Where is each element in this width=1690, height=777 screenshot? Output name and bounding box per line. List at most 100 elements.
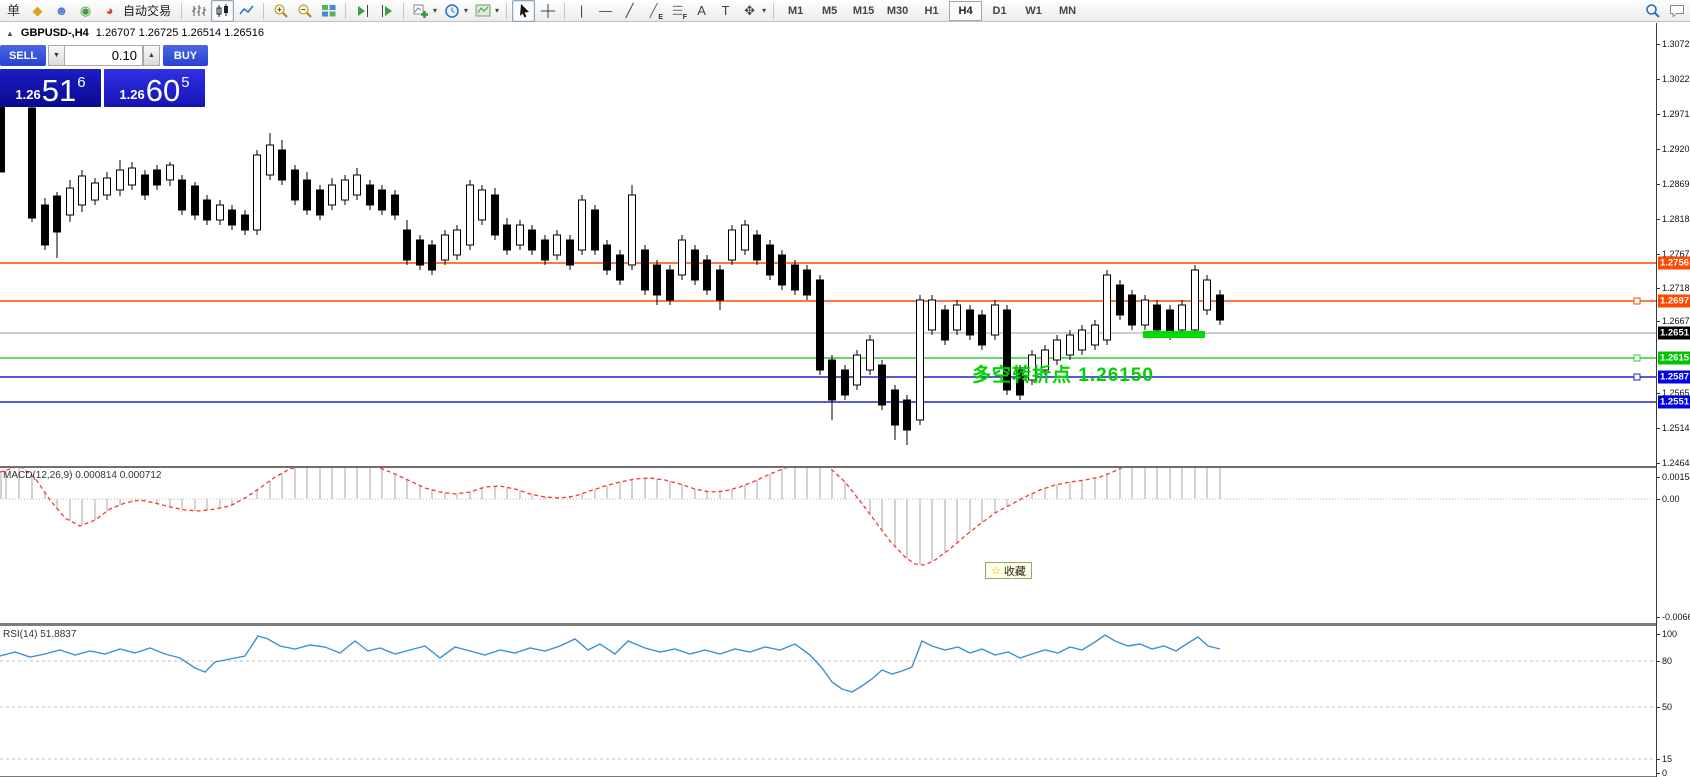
chart-symbol-period: GBPUSD-,H4 — [20, 27, 89, 39]
timeframe-button-m30[interactable]: M30 — [886, 4, 909, 17]
price-line-label: 1.2651 — [1658, 326, 1690, 340]
vertical-line-icon: | — [579, 3, 584, 18]
macd-axis-tick: -0.0066 — [1657, 612, 1690, 622]
equidistant-channel-icon[interactable]: ╱ E — [642, 0, 665, 22]
gold-icon[interactable]: ◆ — [26, 0, 49, 22]
dropdown-arrow-icon[interactable]: ▾ — [464, 6, 469, 15]
community-icon[interactable]: ☻ — [50, 0, 73, 22]
toolbar-separator — [506, 2, 508, 19]
arrows-icon: ✥ — [744, 3, 756, 18]
equidistant-channel-icon: ╱ — [649, 3, 658, 18]
horizontal-line-icon[interactable]: — — [594, 0, 617, 22]
timeframe-button-m15[interactable]: M15 — [852, 4, 875, 17]
templates-icon[interactable] — [471, 0, 494, 22]
price-axis-tick: 1.2818 — [1657, 214, 1690, 224]
auto-scroll-icon[interactable] — [351, 0, 374, 22]
signal-icon: ◉ — [79, 3, 92, 18]
macd-axis-tick: 0.00 — [1657, 494, 1680, 504]
price-axis-tick: 1.2667 — [1657, 316, 1690, 326]
cursor-icon[interactable] — [512, 0, 536, 22]
search-icon[interactable] — [1641, 0, 1664, 22]
dropdown-arrow-icon[interactable]: ▾ — [433, 6, 438, 15]
signal-icon[interactable]: ◉ — [74, 0, 97, 22]
macd-label: MACD(12,26,9) 0.000814 0.000712 — [3, 470, 162, 481]
dropdown-arrow-icon[interactable]: ▾ — [495, 6, 500, 15]
new-order-icon[interactable]: 单 — [2, 0, 25, 22]
add-indicator-icon[interactable] — [409, 0, 432, 22]
buy-price-display[interactable]: 1.26 60 5 — [104, 69, 205, 107]
periods-icon[interactable] — [440, 0, 463, 22]
toolbar-separator — [263, 2, 265, 19]
timeframe-button-h1[interactable]: H1 — [924, 4, 939, 17]
timeframe-button-m5[interactable]: M5 — [821, 4, 838, 17]
fibonacci-icon[interactable]: ☰ F — [666, 0, 689, 22]
gold-icon: ◆ — [32, 3, 43, 18]
price-axis-tick: 1.2971 — [1657, 109, 1690, 119]
sell-price-display[interactable]: 1.26 51 6 — [0, 69, 101, 107]
chart-window[interactable]: ▲ GBPUSD-,H4 1.26707 1.26725 1.26514 1.2… — [0, 23, 1690, 777]
crosshair-icon[interactable] — [536, 0, 559, 22]
arrows-icon[interactable]: ✥ — [738, 0, 761, 22]
buy-button[interactable]: BUY — [163, 45, 208, 66]
price-axis-tick: 1.3022 — [1657, 74, 1690, 84]
candlestick-chart[interactable] — [0, 23, 1656, 466]
zoom-out-icon[interactable] — [293, 0, 316, 22]
buy-price-pips: 60 — [145, 72, 181, 108]
favorite-label: 收藏 — [1003, 565, 1026, 578]
chat-icon[interactable] — [1665, 0, 1688, 22]
chart-shift-icon[interactable] — [375, 0, 398, 22]
volume-decrease-button[interactable]: ▼ — [48, 45, 65, 66]
price-line-label: 1.2587 — [1658, 370, 1690, 384]
candlestick-chart-icon[interactable] — [211, 0, 235, 22]
icon-sub-letter: E — [658, 13, 664, 21]
zoom-in-icon[interactable] — [269, 0, 292, 22]
trendline-icon: ╱ — [625, 3, 634, 18]
buy-price-base: 1.26 — [119, 87, 145, 102]
auto-trading-icon: ◕ — [105, 3, 114, 18]
rsi-indicator-chart[interactable] — [0, 627, 1656, 777]
text-icon[interactable]: A — [690, 0, 713, 22]
fibonacci-icon: ☰ — [671, 3, 684, 18]
toolbar-separator — [773, 2, 775, 19]
price-line-label: 1.2697 — [1658, 294, 1690, 308]
toolbar-separator — [181, 2, 183, 19]
chart-ohlc-values: 1.26707 1.26725 1.26514 1.26516 — [95, 27, 264, 39]
star-icon: ☆ — [991, 565, 1001, 577]
pivot-annotation: 多空转折点 1.26150 — [972, 365, 1154, 386]
sell-button[interactable]: SELL — [0, 45, 46, 66]
price-axis-tick: 1.2464 — [1657, 458, 1690, 468]
volume-increase-button[interactable]: ▲ — [143, 45, 160, 66]
sell-price-base: 1.26 — [15, 87, 41, 102]
favorite-tooltip[interactable]: ☆ 收藏 — [985, 562, 1032, 579]
panel-splitter[interactable] — [0, 623, 1656, 626]
price-axis-tick: 1.2869 — [1657, 179, 1690, 189]
one-click-trading-panel: SELL ▼ ▲ BUY 1.26 51 6 1.26 60 5 — [0, 45, 208, 107]
text-label-icon[interactable]: T — [714, 0, 737, 22]
timeframe-button-d1[interactable]: D1 — [992, 4, 1007, 17]
new-order-icon: 单 — [6, 3, 20, 18]
price-axis[interactable]: 1.3072 1.3022 1.2971 1.2920 1.2869 1.2818 1.27… — [1656, 23, 1690, 777]
timeframe-button-h4[interactable]: H4 — [949, 0, 983, 21]
vertical-line-icon[interactable]: | — [570, 0, 593, 22]
line-chart-icon[interactable] — [235, 0, 258, 22]
trendline-icon[interactable]: ╱ — [618, 0, 641, 22]
macd-indicator-chart[interactable] — [0, 468, 1656, 623]
main-toolbar: 单 ◆ ☻ ◉ ◕ 自动交易 ▾ ▾ ▾ | — ╱ ╱ E ☰ F A T ✥ ▾ M1 M5 M15 M30 H1 H4 D1 W… — [0, 0, 1690, 22]
sell-price-pips: 51 — [41, 72, 77, 108]
rsi-axis-tick: 80 — [1657, 656, 1672, 666]
price-axis-tick: 1.2767 — [1657, 249, 1690, 259]
price-axis-tick: 1.2565 — [1657, 388, 1690, 398]
timeframe-button-m1[interactable]: M1 — [787, 4, 804, 17]
auto-trading-icon[interactable]: ◕ — [98, 0, 121, 22]
rsi-axis-tick: 100 — [1657, 629, 1677, 639]
timeframe-button-w1[interactable]: W1 — [1025, 4, 1042, 17]
panel-splitter[interactable] — [0, 466, 1656, 468]
tile-windows-icon[interactable] — [317, 0, 340, 22]
price-line-label: 1.2615 — [1658, 351, 1690, 365]
dropdown-arrow-icon[interactable]: ▾ — [762, 6, 767, 15]
bar-chart-icon[interactable] — [187, 0, 210, 22]
timeframe-button-mn[interactable]: MN — [1059, 4, 1077, 17]
price-axis-tick: 1.2718 — [1657, 283, 1690, 293]
volume-input[interactable] — [64, 45, 143, 66]
